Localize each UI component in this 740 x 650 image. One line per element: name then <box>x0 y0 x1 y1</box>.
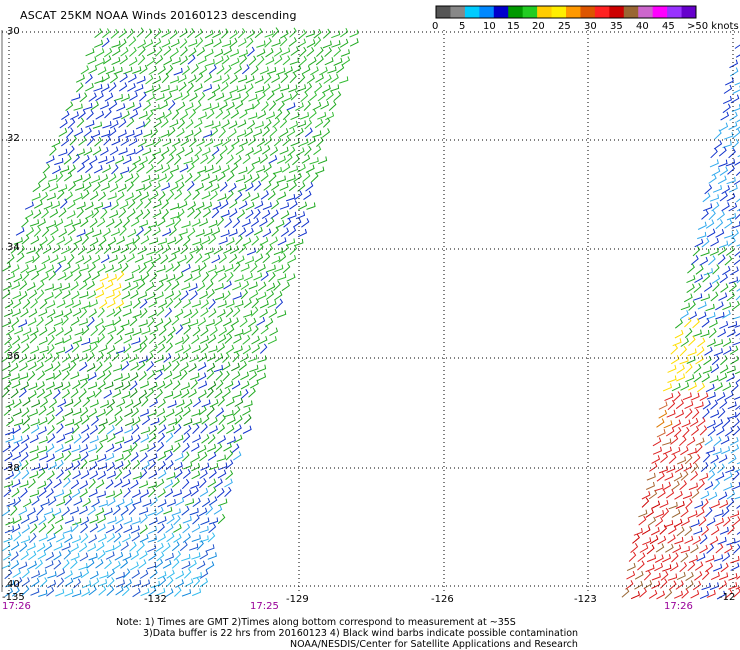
wind-barb-swaths <box>1 27 740 600</box>
legend-swatch <box>551 6 567 18</box>
swath-right <box>621 44 740 600</box>
legend-tick-20: 20 <box>532 21 545 32</box>
lon-label-123: -123 <box>574 594 597 605</box>
legend-frame <box>435 5 697 19</box>
legend-swatch <box>479 6 495 18</box>
legend-tick-15: 15 <box>507 21 520 32</box>
legend-swatch <box>638 6 654 18</box>
lon-label-120: -12 <box>719 592 736 603</box>
footnote-line-2: 3)Data buffer is 22 hrs from 20160123 4)… <box>143 628 579 639</box>
legend-swatch <box>681 6 697 18</box>
legend-swatch <box>450 6 466 18</box>
legend-tick-35: 35 <box>610 21 623 32</box>
lat-label-40: 40 <box>7 579 20 590</box>
legend-swatch <box>623 6 639 18</box>
lat-label-30: 30 <box>7 26 20 37</box>
legend-swatch <box>522 6 538 18</box>
time-label-center: 17:25 <box>250 601 279 612</box>
footnote-line-1: Note: 1) Times are GMT 2)Times along bot… <box>116 617 516 628</box>
lat-label-36: 36 <box>7 351 20 362</box>
legend-tick-10: 10 <box>483 21 496 32</box>
legend-swatch <box>609 6 625 18</box>
legend-tick-45: 45 <box>662 21 675 32</box>
footnote-line-3: NOAA/NESDIS/Center for Satellite Applica… <box>290 639 578 650</box>
legend-swatch <box>594 6 610 18</box>
legend-swatch <box>667 6 683 18</box>
lon-label-126: -126 <box>431 594 454 605</box>
time-label-left: 17:26 <box>2 601 31 612</box>
lon-label-135: -135 <box>2 592 25 603</box>
legend-swatch <box>580 6 596 18</box>
lat-label-34: 34 <box>7 242 20 253</box>
lon-label-129: -129 <box>286 594 309 605</box>
map-title: ASCAT 25KM NOAA Winds 20160123 descendin… <box>20 9 297 22</box>
legend-tick-30: 30 <box>584 21 597 32</box>
lat-label-32: 32 <box>7 133 20 144</box>
legend-swatch <box>464 6 480 18</box>
legend-swatch <box>652 6 668 18</box>
legend-tick-25: 25 <box>558 21 571 32</box>
legend-tick-40: 40 <box>636 21 649 32</box>
time-label-right: 17:26 <box>664 601 693 612</box>
legend-swatch <box>508 6 524 18</box>
legend-swatch <box>537 6 553 18</box>
legend-swatch <box>566 6 581 18</box>
lat-label-38: 38 <box>7 463 20 474</box>
legend-swatch <box>493 6 509 18</box>
speed-color-legend <box>435 5 697 19</box>
legend-tick-0: 0 <box>432 21 439 32</box>
lat-lon-grid <box>1 30 740 592</box>
swath-left <box>1 27 359 598</box>
legend-unit: >50 knots <box>687 21 739 32</box>
legend-swatch <box>436 6 451 18</box>
legend-tick-5: 5 <box>459 21 466 32</box>
lon-label-132: -132 <box>144 594 167 605</box>
